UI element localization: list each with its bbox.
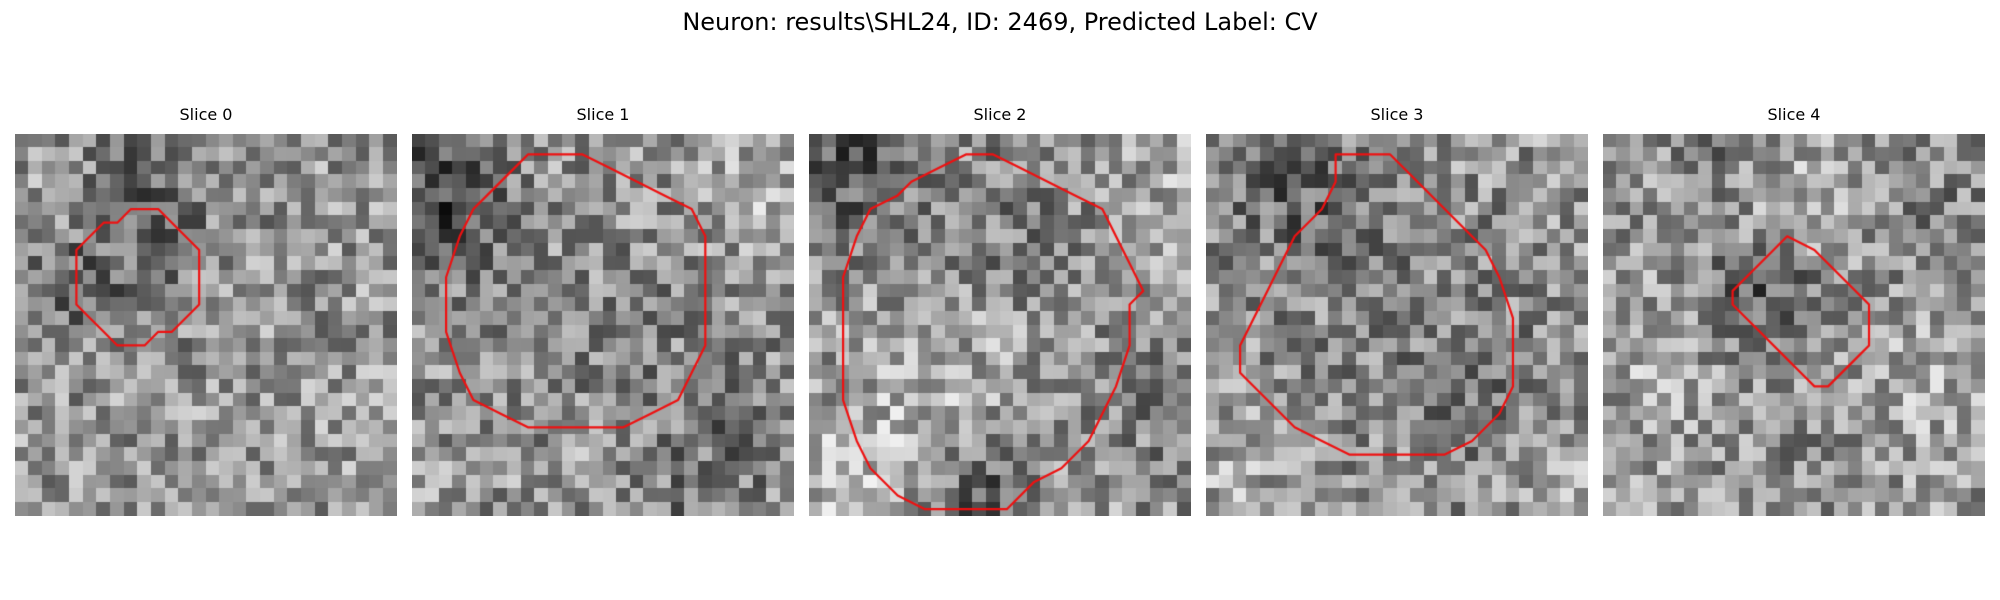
panel-slice-0: Slice 0 xyxy=(15,104,397,516)
panel-title-slice-3: Slice 3 xyxy=(1370,105,1424,124)
slice-1-image xyxy=(412,134,794,516)
slice-4-image xyxy=(1603,134,1985,516)
slice-3-image xyxy=(1206,134,1588,516)
slice-0-image xyxy=(15,134,397,516)
panel-title-slice-0: Slice 0 xyxy=(179,105,233,124)
panel-slice-3: Slice 3 xyxy=(1206,104,1588,516)
panel-slice-2: Slice 2 xyxy=(809,104,1191,516)
panel-title-slice-4: Slice 4 xyxy=(1767,105,1821,124)
figure-title: Neuron: results\SHL24, ID: 2469, Predict… xyxy=(682,8,1318,36)
panel-slice-4: Slice 4 xyxy=(1603,104,1985,516)
panel-slice-1: Slice 1 xyxy=(412,104,794,516)
panel-title-slice-1: Slice 1 xyxy=(576,105,630,124)
slice-2-image xyxy=(809,134,1191,516)
panel-title-slice-2: Slice 2 xyxy=(973,105,1027,124)
